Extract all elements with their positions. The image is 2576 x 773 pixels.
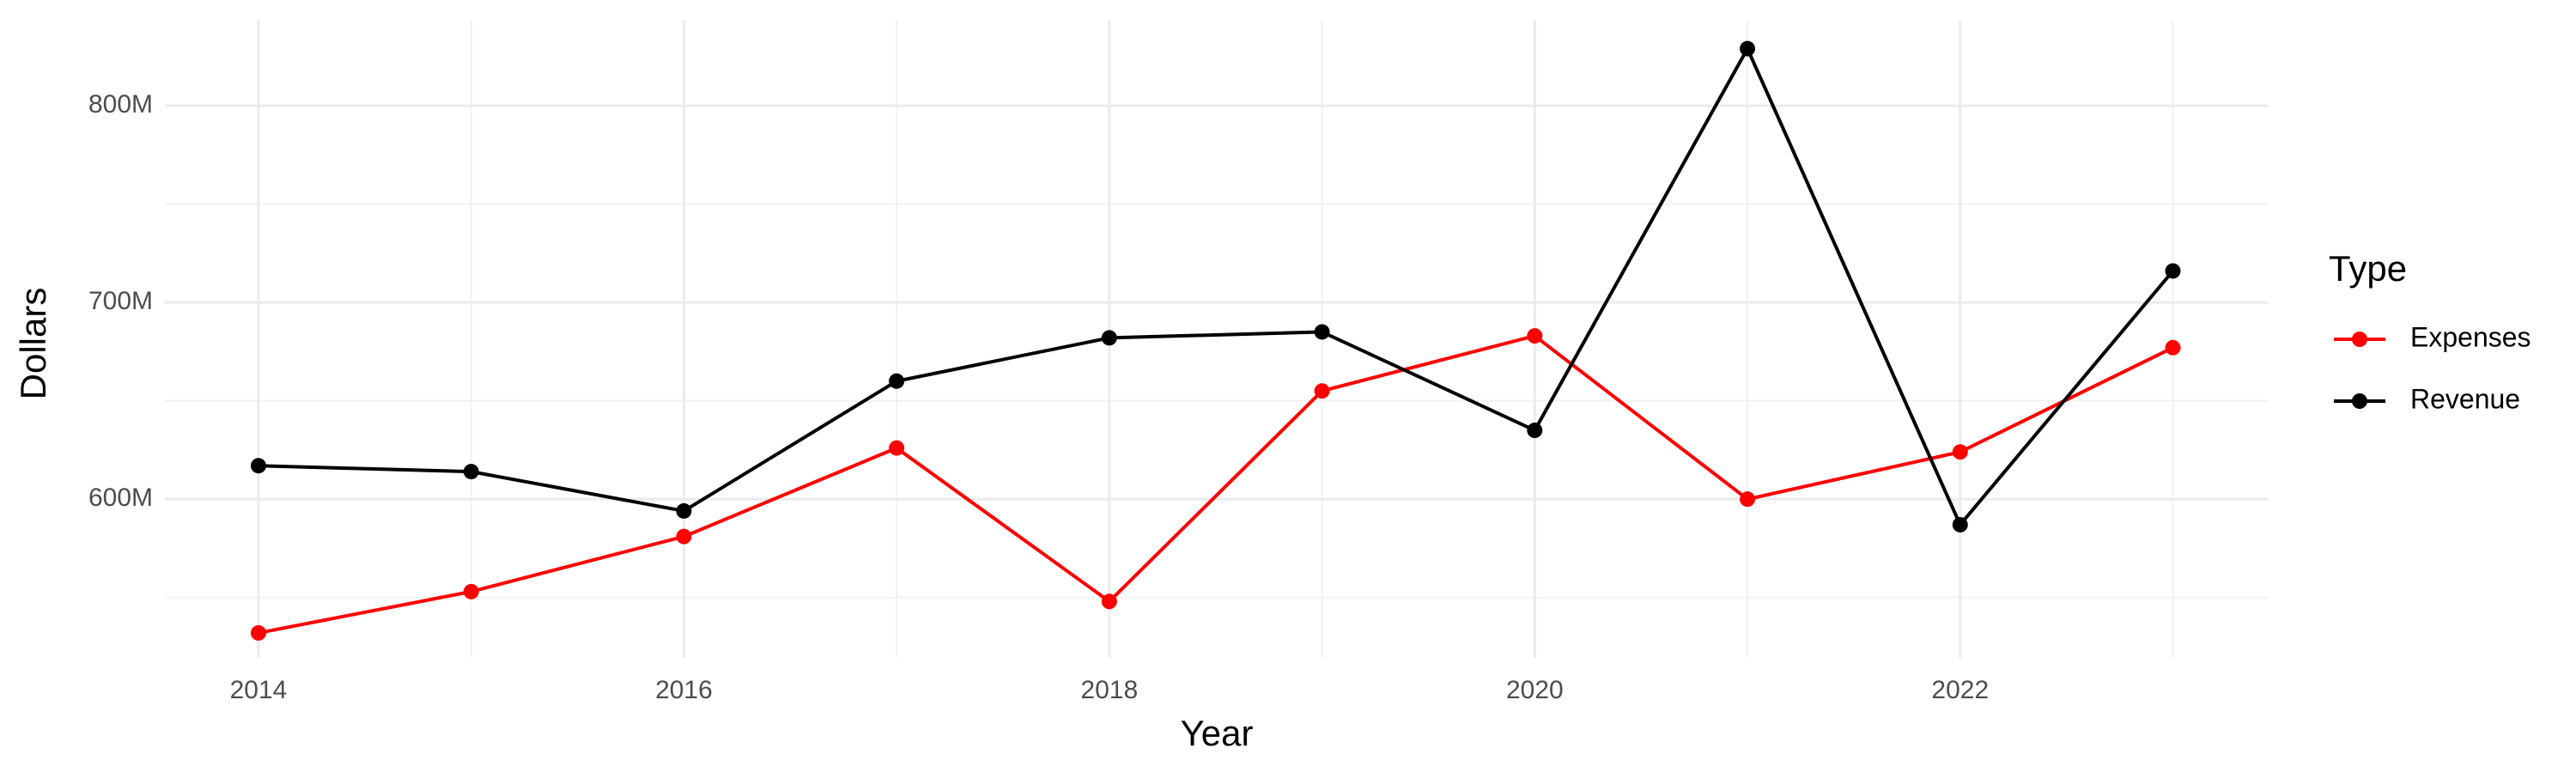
x-tick-label: 2016: [655, 676, 713, 704]
data-point: [463, 583, 479, 600]
legend-label: Expenses: [2410, 321, 2531, 352]
data-point: [2165, 339, 2181, 356]
legend-title: Type: [2329, 248, 2407, 289]
legend-key-point: [2352, 393, 2367, 409]
x-tick-label: 2022: [1931, 676, 1989, 704]
x-tick-label: 2014: [230, 676, 288, 704]
data-point: [1101, 593, 1117, 610]
data-point: [1314, 324, 1330, 340]
y-tick-label: 700M: [88, 287, 153, 315]
data-point: [1527, 328, 1543, 344]
data-point: [1740, 40, 1756, 57]
series-line: [258, 333, 2174, 635]
data-point: [1527, 423, 1543, 439]
data-point: [889, 373, 905, 389]
data-point: [1740, 491, 1756, 508]
x-tick-label: 2020: [1506, 676, 1564, 704]
x-axis-title: Year: [1181, 713, 1254, 753]
y-axis-title: Dollars: [13, 288, 53, 400]
data-point: [1314, 383, 1330, 399]
data-point: [250, 458, 266, 474]
grid: [165, 20, 2269, 658]
legend-label: Revenue: [2410, 383, 2520, 414]
data-point: [1952, 444, 1968, 460]
data-point: [250, 624, 266, 641]
data-point: [676, 502, 692, 519]
y-tick-label: 800M: [88, 90, 153, 119]
data-point: [1952, 516, 1968, 533]
x-tick-label: 2018: [1081, 676, 1139, 704]
legend-key-point: [2352, 332, 2367, 347]
data-point: [889, 440, 905, 456]
series-line: [258, 45, 2175, 528]
data-point: [1101, 330, 1117, 346]
data-point: [463, 464, 479, 480]
data-point: [676, 528, 692, 545]
y-tick-label: 600M: [88, 484, 153, 512]
data-point: [2165, 263, 2181, 279]
